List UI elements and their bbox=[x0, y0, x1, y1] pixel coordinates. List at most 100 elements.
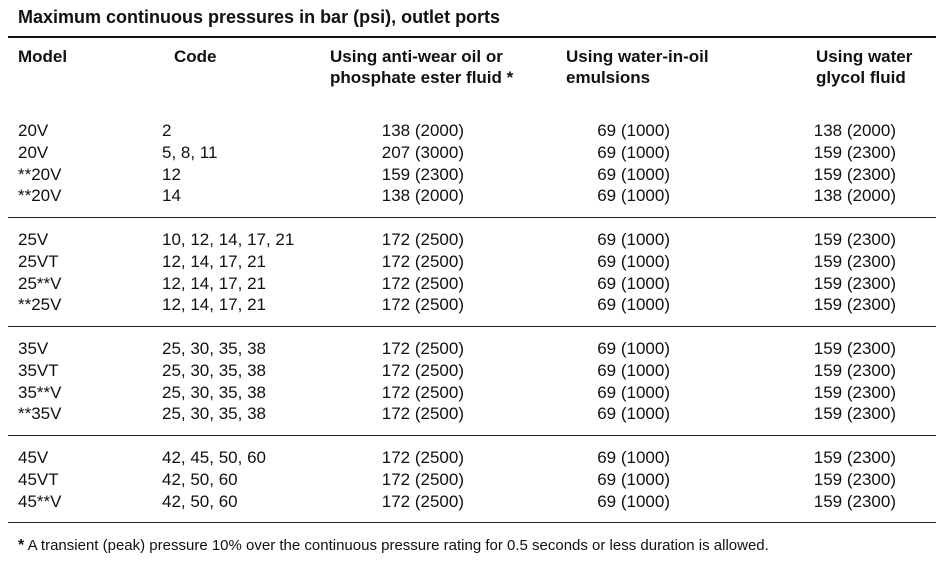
cell-water-in-oil: 69 (1000) bbox=[597, 404, 670, 424]
cell-anti-wear: 172 (2500) bbox=[381, 491, 464, 511]
cell-code: 25, 30, 35, 38 bbox=[162, 360, 266, 380]
cell-anti-wear: 172 (2500) bbox=[381, 339, 464, 358]
cell-water-in-oil: 69 (1000) bbox=[597, 295, 670, 315]
cell-model: 45VT bbox=[18, 469, 59, 489]
footnote: * A transient (peak) pressure 10% over t… bbox=[18, 537, 769, 555]
cell-water-glycol: 159 (2300) bbox=[813, 230, 896, 249]
header-water-in-oil-line-2: emulsions bbox=[566, 68, 651, 87]
cell-code: 12, 14, 17, 21 bbox=[162, 295, 266, 315]
cell-model: **20V bbox=[18, 164, 62, 184]
cell-code: 25, 30, 35, 38 bbox=[162, 382, 266, 402]
cell-water-in-oil: 69 (1000) bbox=[597, 164, 670, 184]
header-water-glycol-line-1: Using water bbox=[816, 47, 913, 66]
cell-water-in-oil: 69 (1000) bbox=[597, 230, 670, 249]
cell-water-in-oil: 69 (1000) bbox=[597, 448, 670, 467]
cell-water-glycol: 159 (2300) bbox=[813, 339, 896, 358]
cell-model: 25**V bbox=[18, 273, 62, 293]
cell-anti-wear: 172 (2500) bbox=[381, 360, 464, 380]
cell-model: 25VT bbox=[18, 251, 59, 271]
cell-water-glycol: 159 (2300) bbox=[813, 164, 896, 184]
group-divider bbox=[8, 326, 936, 327]
header-code-label: Code bbox=[174, 47, 217, 66]
cell-water-in-oil: 69 (1000) bbox=[597, 491, 670, 511]
cell-model: 25V bbox=[18, 230, 49, 249]
cell-water-glycol: 159 (2300) bbox=[813, 404, 896, 424]
cell-code: 14 bbox=[162, 186, 181, 206]
cell-anti-wear: 172 (2500) bbox=[381, 448, 464, 467]
table-row: 25V 10, 12, 14, 17, 21 172 (2500) 69 (1000)… bbox=[0, 229, 936, 251]
cell-water-glycol: 138 (2000) bbox=[813, 121, 896, 140]
cell-model: 20V bbox=[18, 142, 49, 162]
table-row: 25VT 12, 14, 17, 21 172 (2500) 69 (1000) 159… bbox=[0, 251, 936, 273]
footnote-marker: * bbox=[18, 537, 25, 554]
cell-water-glycol: 159 (2300) bbox=[813, 360, 896, 380]
header-code: Code bbox=[174, 46, 217, 67]
header-anti-wear-line-1: Using anti-wear oil or bbox=[330, 47, 503, 66]
cell-anti-wear: 207 (3000) bbox=[381, 142, 464, 162]
cell-water-glycol: 159 (2300) bbox=[813, 295, 896, 315]
table-row: 20V 5, 8, 11 207 (3000) 69 (1000) 159 (2300) bbox=[0, 142, 936, 164]
cell-model: **35V bbox=[18, 404, 62, 424]
cell-water-glycol: 159 (2300) bbox=[813, 469, 896, 489]
cell-water-glycol: 159 (2300) bbox=[813, 491, 896, 511]
cell-water-in-oil: 69 (1000) bbox=[597, 469, 670, 489]
table-row: **20V 12 159 (2300) 69 (1000) 159 (2300) bbox=[0, 164, 936, 186]
header-water-glycol: Using water glycol fluid bbox=[816, 46, 912, 88]
cell-model: 35VT bbox=[18, 360, 59, 380]
cell-model: 45**V bbox=[18, 491, 62, 511]
cell-anti-wear: 159 (2300) bbox=[381, 164, 464, 184]
cell-water-in-oil: 69 (1000) bbox=[597, 186, 670, 206]
table-row: 35**V 25, 30, 35, 38 172 (2500) 69 (1000) 15… bbox=[0, 382, 936, 404]
cell-water-in-oil: 69 (1000) bbox=[597, 339, 670, 358]
cell-water-in-oil: 69 (1000) bbox=[597, 251, 670, 271]
table-row: 45V 42, 45, 50, 60 172 (2500) 69 (1000) 159 … bbox=[0, 447, 936, 469]
cell-water-in-oil: 69 (1000) bbox=[597, 360, 670, 380]
cell-code: 42, 45, 50, 60 bbox=[162, 448, 266, 467]
cell-anti-wear: 172 (2500) bbox=[381, 230, 464, 249]
header-water-in-oil-line-1: Using water-in-oil bbox=[566, 47, 709, 66]
cell-model: **20V bbox=[18, 186, 62, 206]
table-row: 45VT 42, 50, 60 172 (2500) 69 (1000) 159 (23… bbox=[0, 469, 936, 491]
cell-code: 2 bbox=[162, 121, 172, 140]
table-title: Maximum continuous pressures in bar (psi… bbox=[18, 7, 501, 27]
table-row: **35V 25, 30, 35, 38 172 (2500) 69 (1000) 15… bbox=[0, 403, 936, 425]
cell-model: 35V bbox=[18, 339, 49, 358]
header-anti-wear: Using anti-wear oil or phosphate ester f… bbox=[330, 46, 513, 88]
cell-code: 10, 12, 14, 17, 21 bbox=[162, 230, 295, 249]
header-water-glycol-line-2: glycol fluid bbox=[816, 68, 906, 87]
header-model-label: Model bbox=[18, 47, 68, 66]
cell-code: 12 bbox=[162, 164, 181, 184]
cell-water-in-oil: 69 (1000) bbox=[597, 142, 670, 162]
cell-code: 5, 8, 11 bbox=[162, 142, 218, 162]
title-rule bbox=[8, 36, 936, 38]
cell-code: 25, 30, 35, 38 bbox=[162, 404, 266, 424]
cell-water-glycol: 159 (2300) bbox=[813, 448, 896, 467]
cell-code: 42, 50, 60 bbox=[162, 469, 238, 489]
cell-water-glycol: 159 (2300) bbox=[813, 382, 896, 402]
group-divider bbox=[8, 435, 936, 436]
cell-anti-wear: 138 (2000) bbox=[381, 186, 464, 206]
cell-anti-wear: 172 (2500) bbox=[381, 404, 464, 424]
header-model: Model bbox=[18, 46, 67, 67]
cell-anti-wear: 172 (2500) bbox=[381, 469, 464, 489]
cell-water-glycol: 159 (2300) bbox=[813, 273, 896, 293]
cell-water-glycol: 159 (2300) bbox=[813, 251, 896, 271]
header-anti-wear-line-2: phosphate ester fluid * bbox=[330, 68, 514, 87]
table-row: 20V 2 138 (2000) 69 (1000) 138 (2000) bbox=[0, 120, 936, 142]
cell-code: 42, 50, 60 bbox=[162, 491, 238, 511]
cell-model: 20V bbox=[18, 121, 49, 140]
group-divider bbox=[8, 217, 936, 218]
cell-code: 12, 14, 17, 21 bbox=[162, 273, 266, 293]
cell-water-glycol: 159 (2300) bbox=[813, 142, 896, 162]
cell-water-in-oil: 69 (1000) bbox=[597, 121, 670, 140]
table-row: **25V 12, 14, 17, 21 172 (2500) 69 (1000) 15… bbox=[0, 294, 936, 316]
footnote-text: A transient (peak) pressure 10% over the… bbox=[24, 537, 769, 554]
table-row: 45**V 42, 50, 60 172 (2500) 69 (1000) 159 (2… bbox=[0, 491, 936, 513]
cell-model: 45V bbox=[18, 448, 49, 467]
table-bottom-rule bbox=[8, 522, 936, 523]
cell-anti-wear: 138 (2000) bbox=[381, 121, 464, 140]
cell-anti-wear: 172 (2500) bbox=[381, 382, 464, 402]
table-row: **20V 14 138 (2000) 69 (1000) 138 (2000) bbox=[0, 185, 936, 207]
cell-water-in-oil: 69 (1000) bbox=[597, 382, 670, 402]
header-water-in-oil: Using water-in-oil emulsions bbox=[566, 46, 709, 88]
